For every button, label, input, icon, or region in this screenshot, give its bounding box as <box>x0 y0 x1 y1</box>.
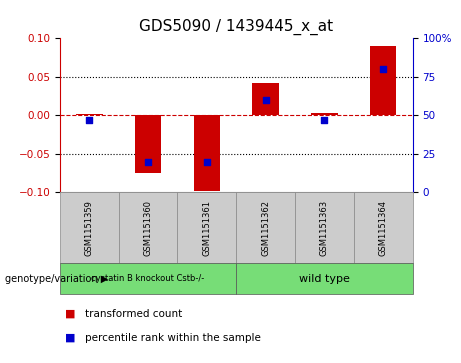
Text: GSM1151359: GSM1151359 <box>85 200 94 256</box>
Text: GSM1151364: GSM1151364 <box>378 200 388 256</box>
Bar <box>253 83 279 115</box>
Point <box>203 159 211 164</box>
Point <box>321 117 328 123</box>
Text: GSM1151363: GSM1151363 <box>320 200 329 256</box>
Text: percentile rank within the sample: percentile rank within the sample <box>85 333 261 343</box>
Point <box>144 159 152 164</box>
Bar <box>135 115 161 173</box>
Point <box>86 117 93 123</box>
Text: ■: ■ <box>65 333 75 343</box>
Point <box>262 97 269 103</box>
Text: ■: ■ <box>65 309 75 319</box>
Bar <box>370 46 396 115</box>
Bar <box>194 115 220 191</box>
Text: wild type: wild type <box>299 274 350 284</box>
Bar <box>311 113 337 115</box>
Text: transformed count: transformed count <box>85 309 183 319</box>
Text: GSM1151362: GSM1151362 <box>261 200 270 256</box>
Point <box>379 66 387 72</box>
Text: genotype/variation ▶: genotype/variation ▶ <box>5 274 108 284</box>
Text: cystatin B knockout Cstb-/-: cystatin B knockout Cstb-/- <box>91 274 205 283</box>
Title: GDS5090 / 1439445_x_at: GDS5090 / 1439445_x_at <box>139 19 333 35</box>
Bar <box>76 114 102 115</box>
Text: GSM1151361: GSM1151361 <box>202 200 212 256</box>
Text: GSM1151360: GSM1151360 <box>143 200 153 256</box>
